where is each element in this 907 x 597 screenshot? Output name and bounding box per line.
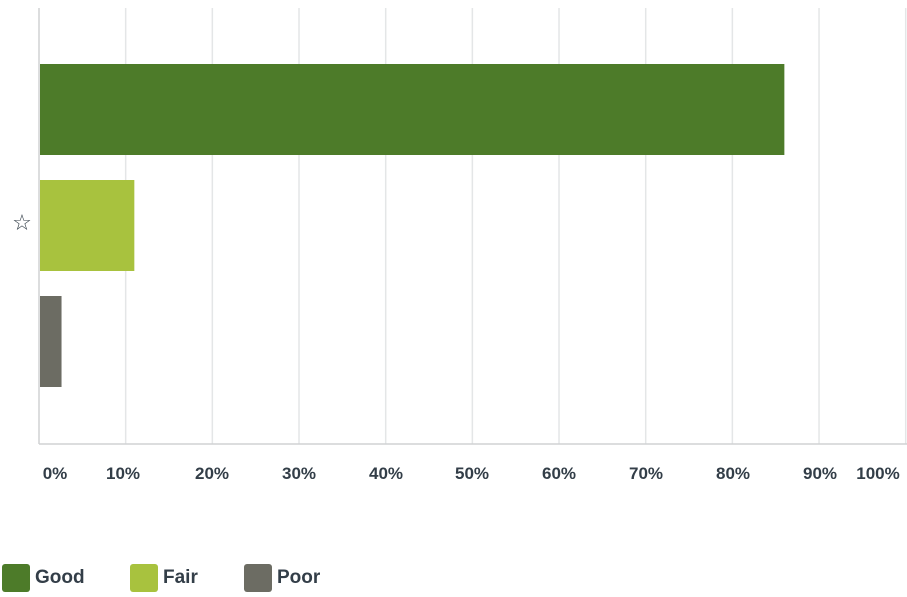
x-tick-labels: 0% 10% 20% 30% 40% 50% 60% 70% 80% 90% 100%	[43, 464, 900, 483]
legend-swatch	[130, 564, 158, 592]
x-tick-label: 0%	[43, 464, 68, 483]
bar-poor[interactable]	[40, 296, 62, 387]
x-tick-label: 50%	[455, 464, 489, 483]
x-tick-label: 30%	[282, 464, 316, 483]
legend-swatch	[244, 564, 272, 592]
legend-item-poor[interactable]: Poor	[244, 562, 320, 594]
x-tick-label: 10%	[106, 464, 140, 483]
legend: Good Fair Poor	[0, 562, 907, 594]
bar-good[interactable]	[40, 64, 785, 155]
bar-chart: 0% 10% 20% 30% 40% 50% 60% 70% 80% 90% 100% ☆	[12, 8, 907, 483]
legend-item-fair[interactable]: Fair	[130, 562, 198, 594]
legend-label: Fair	[163, 567, 198, 588]
x-tick-label: 20%	[195, 464, 229, 483]
x-tick-label: 70%	[629, 464, 663, 483]
legend-swatch	[2, 564, 30, 592]
x-tick-label: 60%	[542, 464, 576, 483]
bars	[40, 64, 785, 387]
legend-label: Good	[35, 567, 85, 588]
star-outline-icon: ☆	[12, 211, 32, 236]
legend-item-good[interactable]: Good	[2, 562, 85, 594]
x-tick-label: 80%	[716, 464, 750, 483]
bar-fair[interactable]	[40, 180, 135, 271]
x-tick-label: 40%	[369, 464, 403, 483]
x-tick-label: 90%	[803, 464, 837, 483]
legend-label: Poor	[277, 567, 321, 588]
x-tick-label: 100%	[856, 464, 899, 483]
